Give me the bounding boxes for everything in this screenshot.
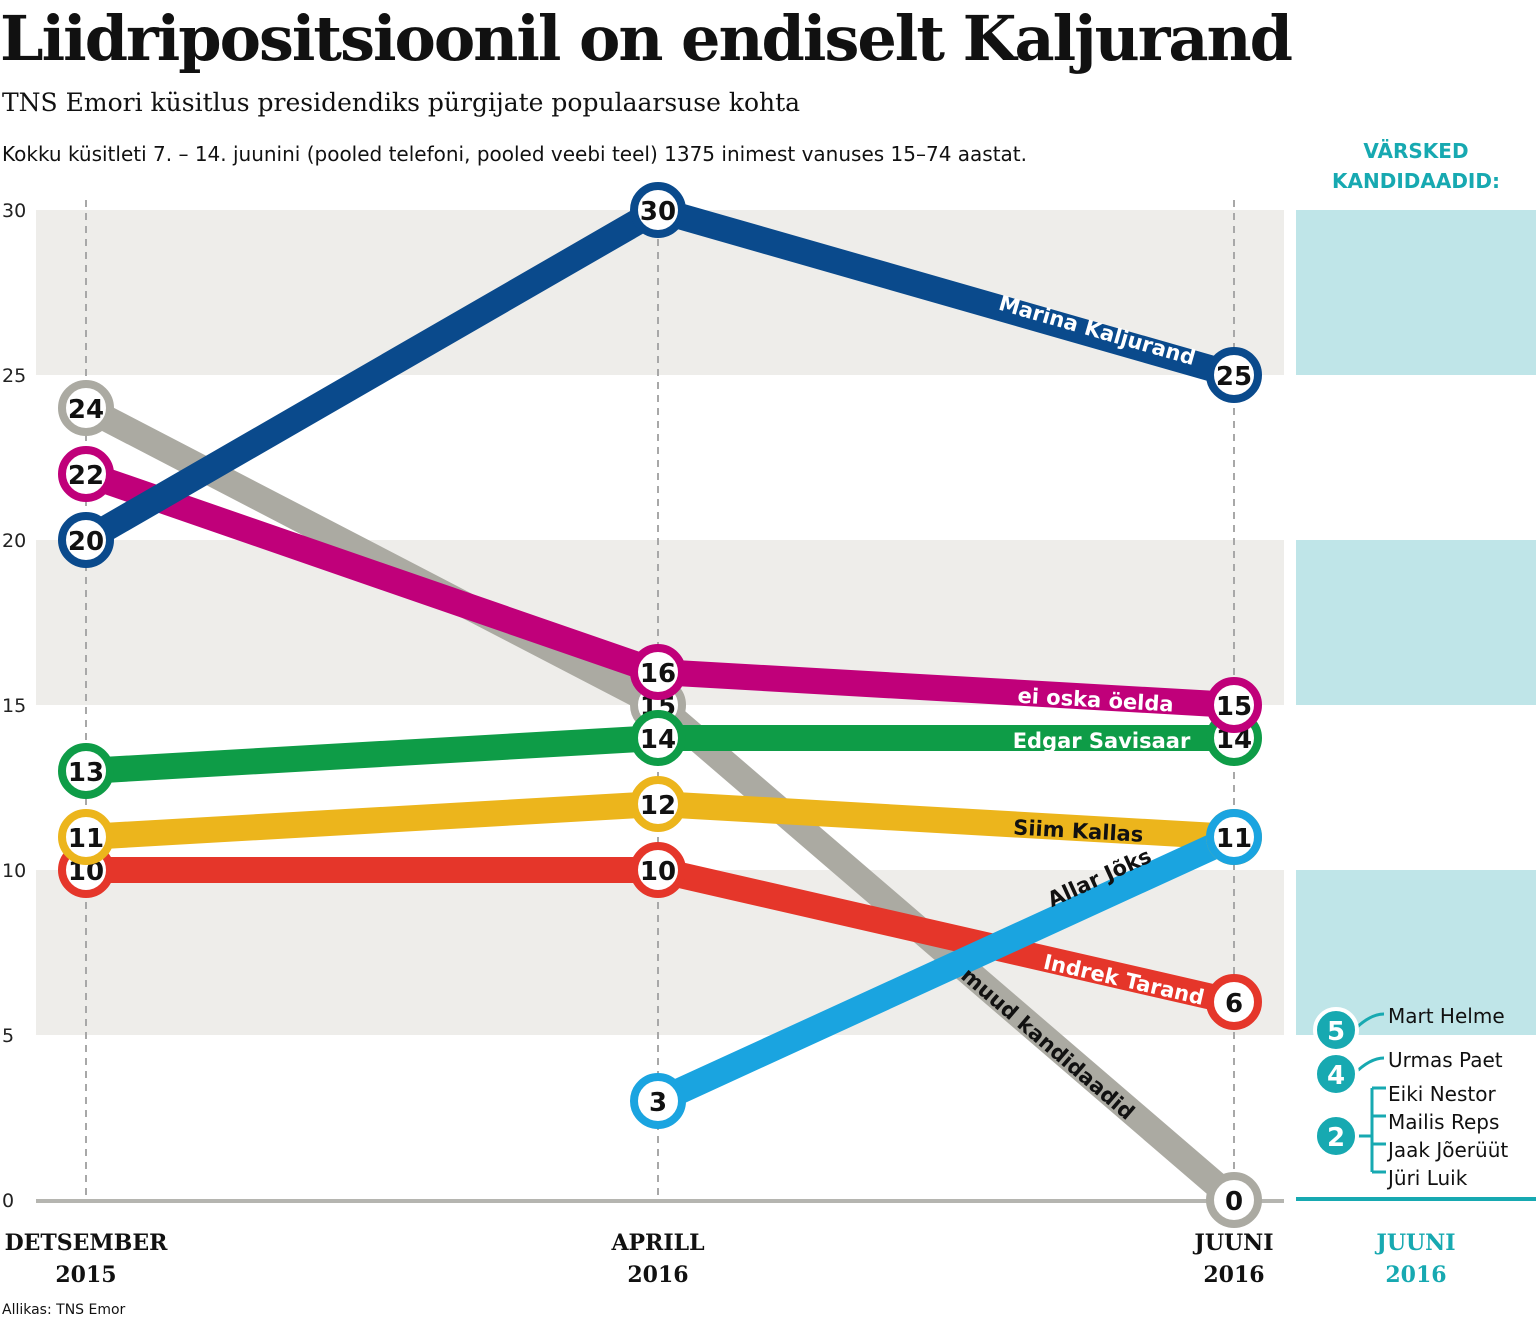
data-point (1206, 1172, 1262, 1228)
data-label: 12 (640, 791, 676, 821)
y-tick-label: 10 (2, 860, 26, 882)
data-label: 15 (1216, 692, 1252, 722)
new-candidate-name: Jaak Jõerüüt (1386, 1138, 1508, 1162)
y-tick-label: 15 (2, 695, 26, 717)
data-label: 24 (68, 395, 104, 425)
data-label: 20 (68, 527, 104, 557)
data-point (630, 842, 686, 898)
x-tick-label: JUUNI (1192, 1230, 1273, 1256)
data-label: 13 (68, 758, 104, 788)
new-candidate-marker (1313, 1051, 1359, 1097)
y-tick-label: 0 (2, 1190, 14, 1212)
new-candidates-period-year: 2016 (1385, 1262, 1446, 1288)
data-point (630, 710, 686, 766)
data-point (1206, 974, 1262, 1030)
data-point (1206, 347, 1262, 403)
x-tick-label-year: 2015 (55, 1262, 116, 1288)
side-band (1296, 210, 1536, 375)
y-tick-label: 20 (2, 530, 26, 552)
data-point (630, 182, 686, 238)
new-candidate-value: 5 (1327, 1017, 1345, 1047)
data-label: 6 (1225, 989, 1243, 1019)
x-tick-label: DETSEMBER (5, 1230, 169, 1256)
data-label: 30 (640, 197, 676, 227)
data-point (58, 743, 114, 799)
x-tick-label-year: 2016 (627, 1262, 688, 1288)
new-candidates-period: JUUNI (1374, 1230, 1455, 1256)
data-label: 10 (640, 857, 676, 887)
source-note: Allikas: TNS Emor (2, 1302, 126, 1318)
data-label: 3 (649, 1088, 667, 1118)
data-label: 22 (68, 461, 104, 491)
new-candidate-marker (1313, 1113, 1359, 1159)
series-line (645, 824, 1247, 1114)
data-point (58, 380, 114, 436)
data-point (1206, 809, 1262, 865)
new-candidate-name: Mailis Reps (1388, 1110, 1499, 1134)
x-tick-label: APRILL (610, 1230, 704, 1256)
data-point (630, 1073, 686, 1129)
data-label: 11 (1216, 824, 1252, 854)
data-point (630, 644, 686, 700)
survey-description: Kokku küsitleti 7. – 14. juunini (pooled… (2, 142, 1028, 166)
new-candidate-name: Eiki Nestor (1388, 1082, 1496, 1106)
side-band (1296, 540, 1536, 705)
data-point (630, 776, 686, 832)
new-candidates-title-line2: KANDIDAADID: (1332, 169, 1500, 193)
data-label: 25 (1216, 362, 1252, 392)
new-candidate-value: 2 (1327, 1123, 1345, 1153)
data-point (58, 446, 114, 502)
y-tick-label: 25 (2, 365, 26, 387)
data-point (58, 512, 114, 568)
data-point (58, 809, 114, 865)
data-point (1206, 677, 1262, 733)
data-label: 16 (640, 659, 676, 689)
new-candidate-value: 4 (1327, 1061, 1345, 1091)
new-candidate-name: Mart Helme (1388, 1004, 1505, 1028)
series-label: Edgar Savisaar (1013, 729, 1191, 753)
x-tick-label-year: 2016 (1203, 1262, 1264, 1288)
chart-title: Liidripositsioonil on endiselt Kaljurand (0, 2, 1293, 75)
data-label: 11 (68, 824, 104, 854)
chart-subtitle: TNS Emori küsitlus presidendiks pürgijat… (2, 88, 801, 117)
new-candidate-name: Urmas Paet (1388, 1048, 1503, 1072)
new-candidate-name: Jüri Luik (1386, 1166, 1468, 1190)
data-label: 0 (1225, 1187, 1243, 1217)
y-tick-label: 30 (2, 200, 26, 222)
data-label: 14 (640, 725, 676, 755)
new-candidates-title: VÄRSKED (1363, 139, 1468, 163)
y-tick-label: 5 (2, 1025, 14, 1047)
